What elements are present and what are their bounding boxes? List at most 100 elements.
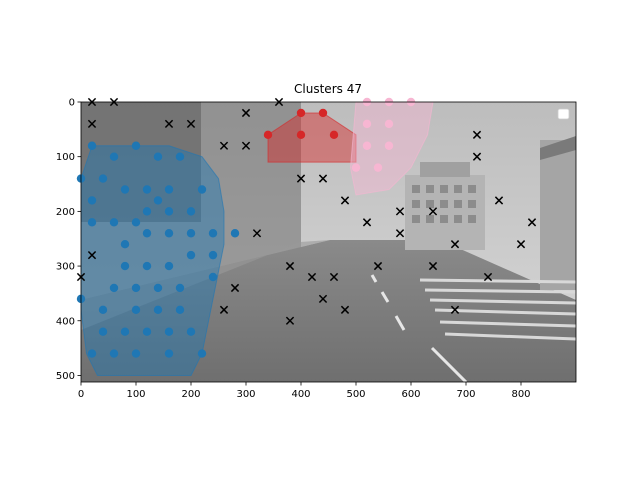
x-tick-label: 800 [511,389,530,400]
blue-cluster-point [175,152,185,161]
noise-point-x [285,261,295,271]
blue-cluster-point [120,261,130,271]
noise-point-x [428,261,438,271]
blue-cluster-point [186,327,196,336]
noise-point-x [428,207,438,216]
blue-cluster-point [98,305,108,315]
blue-cluster-point [153,196,163,205]
x-tick-label: 100 [126,389,145,400]
noise-point-x [87,119,97,129]
blue-cluster-point [131,349,141,358]
noise-point-x [164,119,174,129]
plot-frame [80,101,577,383]
blue-cluster-point [131,218,141,227]
noise-point-x [241,108,251,118]
red-cluster-point [263,130,273,140]
pink-cluster-point [362,119,372,129]
blue-cluster-point [87,349,97,358]
x-tick-label: 200 [181,389,200,400]
x-tick-label: 300 [236,389,255,400]
blue-cluster-point [186,229,196,238]
blue-cluster-point [164,207,174,216]
blue-cluster-point [120,239,130,249]
blue-cluster-point [153,283,163,293]
noise-point-x [230,283,240,293]
noise-point-x [186,119,196,129]
x-tick-label: 0 [78,389,84,400]
noise-point-x [340,305,350,314]
noise-point-x [450,240,460,249]
blue-cluster-hull [81,145,225,376]
noise-point-x [296,174,306,183]
red-cluster-point [296,130,306,140]
y-axis: 0 100 200 300 400 500 [56,98,81,382]
blue-cluster-point [175,283,185,293]
y-tick-label: 500 [56,371,75,382]
noise-point-x [516,240,526,249]
y-tick-label: 0 [69,98,75,109]
blue-cluster-point [208,272,218,282]
blue-cluster-point [87,196,97,205]
noise-point-x [307,272,317,282]
noise-point-x [362,218,372,227]
blue-cluster-point [186,250,196,260]
noise-point-x [450,305,460,314]
y-tick-label: 200 [56,207,75,218]
noise-point-x [241,141,251,150]
noise-point-x [527,218,537,227]
pink-cluster-point [384,141,394,150]
noise-point-x [219,141,229,150]
blue-cluster-point [164,261,174,271]
blue-cluster-point [197,349,207,358]
noise-point-x [472,130,482,139]
legend-box [557,108,570,120]
pink-cluster-point [362,141,372,150]
x-tick-label: 500 [346,389,365,400]
blue-cluster-point [142,229,152,238]
x-axis: 0 100 200 300 400 500 600 700 800 [78,382,531,400]
blue-cluster-point [186,207,196,216]
blue-cluster-point [120,327,130,336]
blue-cluster-point [142,207,152,216]
blue-cluster-point [98,327,108,336]
pink-cluster-point [351,163,361,172]
noise-point-x [395,207,405,216]
blue-cluster-point [175,305,185,315]
cluster-hulls [81,102,434,376]
red-cluster-point [296,108,306,118]
blue-cluster-point [164,327,174,336]
blue-cluster-point [131,283,141,293]
y-tick-label: 300 [56,262,75,273]
blue-cluster-point [109,152,119,161]
blue-cluster-point [98,174,108,183]
blue-cluster-point [87,141,97,150]
blue-cluster-point [153,305,163,315]
pink-cluster-point [384,119,394,129]
blue-cluster-point [87,218,97,227]
blue-cluster-point [131,141,141,150]
noise-point-x [340,196,350,205]
x-tick-label: 700 [456,389,475,400]
noise-point-x [494,196,504,205]
blue-cluster-point [131,305,141,315]
blue-cluster-point [109,349,119,358]
noise-point-x [329,272,339,282]
noise-point-x [252,229,262,238]
blue-cluster-point [120,185,130,194]
blue-cluster-point [153,152,163,161]
red-cluster-point [329,130,339,140]
blue-cluster-point [164,185,174,194]
blue-cluster-point [164,349,174,358]
red-cluster-point [318,108,328,118]
noise-point-x [87,250,97,260]
y-tick-label: 400 [56,316,75,327]
data-points [76,97,537,358]
noise-point-x [318,294,328,304]
x-tick-label: 600 [401,389,420,400]
blue-cluster-point [142,327,152,336]
noise-point-x [483,272,493,282]
blue-cluster-point [208,229,218,238]
noise-point-x [373,261,383,271]
blue-cluster-point [109,218,119,227]
